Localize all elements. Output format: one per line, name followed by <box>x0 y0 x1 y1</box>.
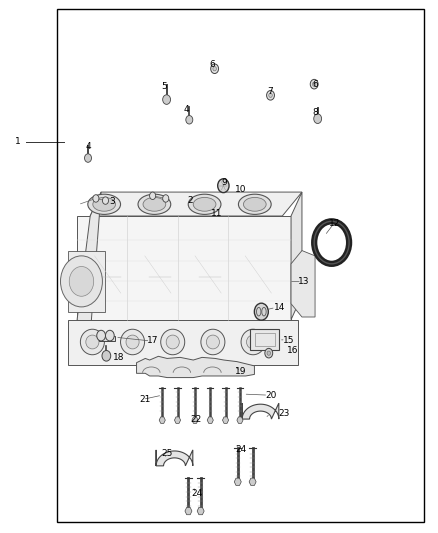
Text: 16: 16 <box>286 346 298 355</box>
Bar <box>57 9 424 522</box>
Polygon shape <box>77 216 291 320</box>
Circle shape <box>269 93 272 98</box>
Text: 18: 18 <box>113 353 124 362</box>
Text: 5: 5 <box>162 82 167 91</box>
Text: 23: 23 <box>278 409 290 418</box>
Ellipse shape <box>161 329 185 355</box>
Polygon shape <box>68 320 297 365</box>
Ellipse shape <box>143 197 166 211</box>
Ellipse shape <box>120 329 145 355</box>
Polygon shape <box>207 417 213 423</box>
Text: 7: 7 <box>268 86 273 95</box>
Polygon shape <box>99 336 115 341</box>
Circle shape <box>254 303 268 320</box>
Text: 8: 8 <box>312 108 318 117</box>
Circle shape <box>69 266 94 296</box>
Polygon shape <box>291 251 315 317</box>
Circle shape <box>85 154 92 163</box>
Polygon shape <box>197 507 204 515</box>
Text: 6: 6 <box>209 60 215 69</box>
Circle shape <box>106 330 114 341</box>
Polygon shape <box>174 417 180 423</box>
Ellipse shape <box>88 194 120 214</box>
Circle shape <box>211 64 219 74</box>
Ellipse shape <box>188 194 221 214</box>
FancyBboxPatch shape <box>251 329 279 351</box>
Polygon shape <box>291 192 302 320</box>
Text: 21: 21 <box>139 395 151 404</box>
Text: 10: 10 <box>235 185 247 194</box>
Ellipse shape <box>86 335 99 349</box>
Ellipse shape <box>138 194 171 214</box>
Ellipse shape <box>241 329 265 355</box>
Text: 22: 22 <box>191 415 202 424</box>
Circle shape <box>314 114 321 124</box>
Text: 13: 13 <box>298 277 310 286</box>
Text: 2: 2 <box>188 196 194 205</box>
Text: 3: 3 <box>109 197 115 206</box>
Text: 4: 4 <box>85 142 91 151</box>
Ellipse shape <box>81 329 104 355</box>
Polygon shape <box>185 507 192 515</box>
Ellipse shape <box>93 197 116 211</box>
Circle shape <box>150 192 155 199</box>
Text: 9: 9 <box>221 178 227 187</box>
Circle shape <box>267 351 271 356</box>
Ellipse shape <box>166 335 179 349</box>
Circle shape <box>218 179 229 192</box>
Text: 1: 1 <box>15 137 21 146</box>
Text: 14: 14 <box>274 303 285 312</box>
Ellipse shape <box>244 197 266 211</box>
Circle shape <box>186 116 193 124</box>
Polygon shape <box>159 417 165 423</box>
Ellipse shape <box>126 335 139 349</box>
Text: 19: 19 <box>235 367 247 376</box>
Circle shape <box>310 79 318 89</box>
Text: 20: 20 <box>266 391 277 400</box>
Text: 11: 11 <box>211 209 223 218</box>
Circle shape <box>93 195 99 202</box>
Text: 15: 15 <box>283 336 295 345</box>
Text: 24: 24 <box>191 489 203 498</box>
Polygon shape <box>223 417 229 423</box>
Ellipse shape <box>206 335 219 349</box>
Text: 6: 6 <box>312 79 318 88</box>
Polygon shape <box>68 251 106 312</box>
Text: 4: 4 <box>184 105 189 114</box>
Circle shape <box>213 67 216 71</box>
Circle shape <box>312 82 316 86</box>
Polygon shape <box>156 450 193 466</box>
Circle shape <box>162 195 169 202</box>
Text: 12: 12 <box>329 220 340 229</box>
Polygon shape <box>237 417 243 423</box>
Circle shape <box>102 197 109 204</box>
Ellipse shape <box>193 197 216 211</box>
Text: 25: 25 <box>161 449 172 458</box>
Polygon shape <box>249 478 256 486</box>
Polygon shape <box>192 417 198 423</box>
Polygon shape <box>234 478 241 486</box>
Circle shape <box>60 256 102 307</box>
Circle shape <box>265 349 273 358</box>
Circle shape <box>162 95 170 104</box>
Polygon shape <box>77 192 101 336</box>
Polygon shape <box>242 403 279 419</box>
Polygon shape <box>90 192 302 216</box>
Circle shape <box>267 91 275 100</box>
Ellipse shape <box>238 194 271 214</box>
Text: 17: 17 <box>147 336 159 345</box>
Ellipse shape <box>201 329 225 355</box>
Ellipse shape <box>247 335 260 349</box>
Circle shape <box>97 330 106 341</box>
Text: 24: 24 <box>235 446 247 455</box>
Circle shape <box>102 351 111 361</box>
